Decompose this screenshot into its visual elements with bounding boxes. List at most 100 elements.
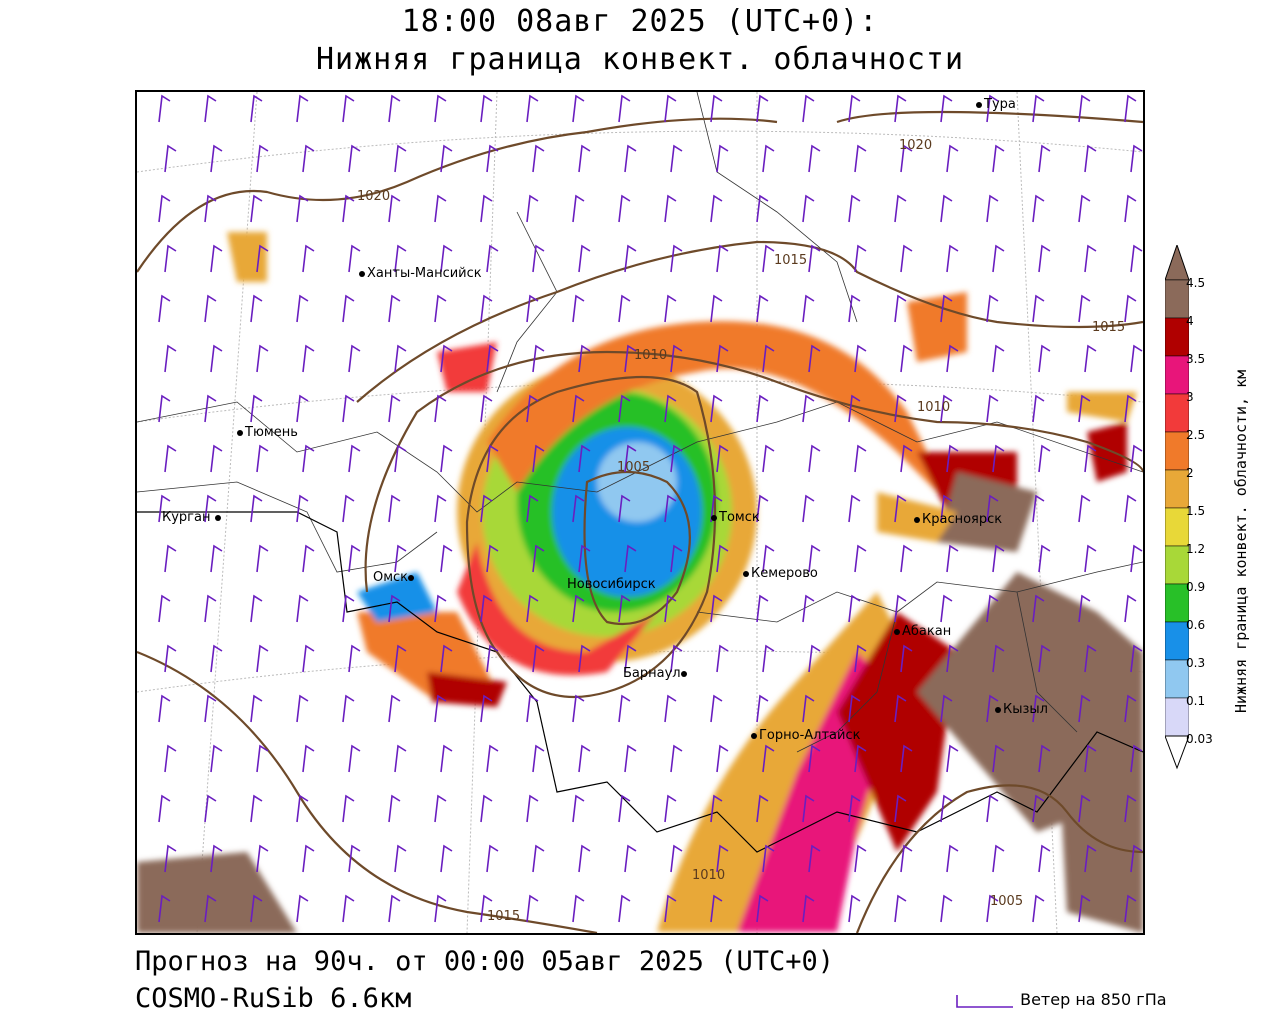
wind-barb [894, 94, 907, 123]
wind-barb [348, 644, 361, 673]
wind-barb [434, 94, 447, 123]
wind-barb [1084, 844, 1097, 873]
wind-barb [388, 194, 401, 223]
city-marker-icon [711, 514, 717, 521]
wind-barb-icon [955, 993, 1015, 1009]
wind-barb [986, 894, 999, 923]
colorbar-tick-label: 2.5 [1186, 428, 1206, 442]
wind-barb [992, 244, 1005, 273]
wind-barb [348, 344, 361, 373]
wind-barb [756, 594, 769, 623]
wind-barb [618, 394, 631, 423]
colorbar-tick-label: 1.5 [1186, 504, 1206, 518]
wind-barb [710, 794, 723, 823]
colorbar-bottom-arrow [1165, 735, 1189, 770]
wind-barb [486, 544, 499, 573]
city-label: Красноярск [914, 512, 1002, 527]
weather-map: Тура Ханты-Мансийск Тюмень Курган Омск Н… [135, 90, 1145, 935]
wind-barb [992, 444, 1005, 473]
wind-barb [296, 94, 309, 123]
wind-barb [210, 844, 223, 873]
wind-barb [1038, 144, 1051, 173]
wind-barb [302, 844, 315, 873]
colorbar-tick-label: 0.6 [1186, 618, 1206, 632]
wind-barb [618, 894, 631, 923]
wind-barb [1124, 494, 1137, 523]
wind-barb [158, 894, 171, 923]
wind-barb [486, 244, 499, 273]
wind-barb [302, 244, 315, 273]
wind-barb [756, 94, 769, 123]
wind-barb [296, 594, 309, 623]
isobar-label: 1015 [1092, 320, 1126, 335]
isobar-label: 1015 [487, 909, 521, 924]
wind-barb [302, 344, 315, 373]
wind-barb [710, 694, 723, 723]
wind-barb [756, 694, 769, 723]
wind-barb [486, 844, 499, 873]
city-label: Кызыл [995, 702, 1048, 717]
wind-barb [434, 794, 447, 823]
wind-barb [756, 194, 769, 223]
city-marker-icon [408, 574, 415, 581]
city-marker-icon [214, 514, 221, 521]
wind-barb [1078, 94, 1091, 123]
wind-barb [1084, 144, 1097, 173]
wind-barb [1078, 594, 1091, 623]
colorbar-segment [1165, 469, 1189, 509]
wind-barb [848, 694, 861, 723]
wind-barb [986, 394, 999, 423]
wind-barb [204, 694, 217, 723]
wind-barb [1038, 444, 1051, 473]
map-subtitle: Нижняя граница конвект. облачности [315, 42, 965, 77]
wind-barb [440, 644, 453, 673]
wind-barb [480, 894, 493, 923]
wind-barb [572, 94, 585, 123]
wind-barb [572, 494, 585, 523]
wind-barb [670, 644, 683, 673]
wind-barb [296, 294, 309, 323]
wind-barb [526, 894, 539, 923]
wind-barb [440, 244, 453, 273]
wind-barb [664, 94, 677, 123]
wind-barb [486, 744, 499, 773]
colorbar-tick-label: 0.3 [1186, 656, 1206, 670]
colorbar-tick-label: 3 [1186, 390, 1194, 404]
wind-barb [434, 494, 447, 523]
wind-barb [394, 144, 407, 173]
wind-barb [250, 194, 263, 223]
wind-barb [1124, 794, 1137, 823]
wind-barb [762, 644, 775, 673]
city-label: Барнаул [623, 666, 689, 681]
wind-barb [572, 594, 585, 623]
wind-barb [762, 844, 775, 873]
wind-barb [204, 894, 217, 923]
wind-barb [526, 94, 539, 123]
colorbar-segment [1165, 697, 1189, 737]
wind-barb [762, 544, 775, 573]
wind-barb [900, 844, 913, 873]
wind-barb [342, 394, 355, 423]
wind-barb [158, 794, 171, 823]
wind-barb [716, 244, 729, 273]
wind-barb [802, 694, 815, 723]
wind-barb [1078, 294, 1091, 323]
wind-barb [894, 194, 907, 223]
wind-barb [210, 244, 223, 273]
wind-barb [1078, 394, 1091, 423]
wind-barb [894, 494, 907, 523]
wind-barb [1130, 844, 1143, 873]
wind-barb [802, 94, 815, 123]
wind-barb [526, 394, 539, 423]
wind-barb [256, 844, 269, 873]
wind-barb [624, 344, 637, 373]
wind-barb [894, 294, 907, 323]
wind-barb [618, 594, 631, 623]
wind-barb [762, 344, 775, 373]
wind-barb [204, 394, 217, 423]
wind-barb [394, 844, 407, 873]
wind-barb [440, 744, 453, 773]
wind-barb [388, 894, 401, 923]
isobar-label: 1005 [617, 460, 651, 475]
wind-barb [1078, 194, 1091, 223]
